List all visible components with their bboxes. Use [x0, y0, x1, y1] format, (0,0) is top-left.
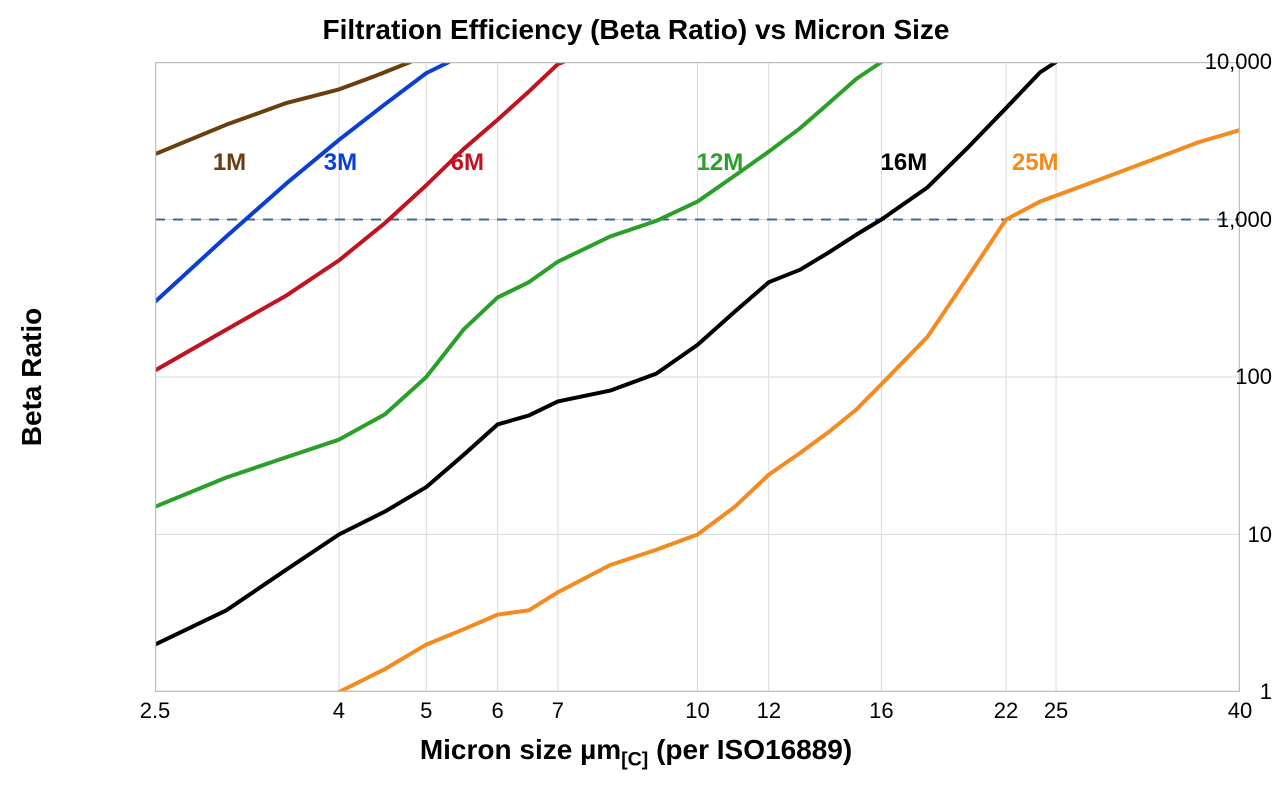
- chart-title: Filtration Efficiency (Beta Ratio) vs Mi…: [0, 14, 1272, 46]
- x-tick-label: 7: [552, 698, 564, 724]
- x-tick-label: 25: [1044, 698, 1068, 724]
- y-tick-label: 10: [1129, 522, 1272, 548]
- y-tick-label: 1,000: [1129, 207, 1272, 233]
- x-tick-label: 12: [757, 698, 781, 724]
- series-label-6M: 6M: [451, 149, 484, 177]
- series-label-25M: 25M: [1012, 149, 1059, 177]
- x-axis-title-prefix: Micron size µm: [420, 734, 621, 765]
- x-tick-label: 40: [1228, 698, 1252, 724]
- x-tick-label: 16: [869, 698, 893, 724]
- x-tick-label: 10: [685, 698, 709, 724]
- chart-container: Filtration Efficiency (Beta Ratio) vs Mi…: [0, 0, 1272, 790]
- x-axis-title: Micron size µm[C] (per ISO16889): [0, 734, 1272, 772]
- x-tick-label: 4: [333, 698, 345, 724]
- x-tick-label: 6: [491, 698, 503, 724]
- x-tick-label: 2.5: [140, 698, 171, 724]
- y-tick-label: 10,000: [1129, 49, 1272, 75]
- x-tick-label: 22: [994, 698, 1018, 724]
- series-label-12M: 12M: [697, 149, 744, 177]
- y-tick-label: 100: [1129, 364, 1272, 390]
- y-axis-title: Beta Ratio: [16, 277, 48, 477]
- series-label-1M: 1M: [213, 149, 246, 177]
- x-axis-title-sub: [C]: [621, 749, 648, 771]
- x-axis-title-suffix: (per ISO16889): [648, 734, 852, 765]
- series-label-3M: 3M: [324, 149, 357, 177]
- x-tick-label: 5: [420, 698, 432, 724]
- series-label-16M: 16M: [881, 149, 928, 177]
